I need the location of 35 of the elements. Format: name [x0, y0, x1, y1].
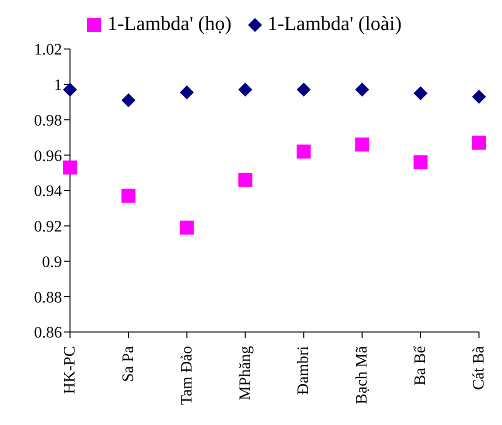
x-tick-label: MPhăng — [236, 346, 254, 400]
y-tick-label: 1 — [54, 77, 62, 94]
point — [63, 82, 77, 97]
y-tick-label: 0.94 — [34, 183, 62, 200]
point — [180, 85, 194, 100]
point — [414, 86, 428, 100]
point — [121, 188, 136, 203]
y-tick-label: 0.86 — [34, 324, 62, 342]
legend-label: 1-Lambda' (loài) — [266, 13, 402, 36]
point — [296, 144, 311, 159]
x-tick-label: Tam Đảo — [178, 346, 196, 405]
legend-label: 1-Lambda' (họ) — [106, 13, 232, 36]
x-tick-label: Cát Bà — [470, 346, 488, 390]
point — [180, 220, 194, 235]
point — [355, 82, 370, 97]
x-tick-label: Đambri — [295, 345, 312, 395]
y-tick-label: 1.02 — [34, 42, 62, 59]
point — [472, 90, 486, 104]
y-tick-label: 0.88 — [34, 289, 62, 306]
y-tick-label: 0.92 — [34, 218, 62, 236]
point — [238, 172, 252, 187]
x-tick-label: HK-PC — [62, 346, 78, 394]
point — [238, 82, 252, 97]
x-tick-label: Ba Bể — [412, 345, 430, 386]
y-tick-label: 0.9 — [42, 254, 62, 271]
point — [414, 155, 428, 170]
point — [355, 138, 370, 152]
y-tick-label: 0.96 — [34, 148, 62, 165]
point — [472, 136, 486, 150]
x-tick-label: Sa Pa — [120, 346, 137, 382]
y-tick-label: 0.98 — [34, 112, 62, 130]
point — [121, 93, 136, 108]
x-tick-label: Bạch Mã — [354, 346, 371, 404]
point — [296, 82, 311, 97]
point — [63, 160, 77, 175]
